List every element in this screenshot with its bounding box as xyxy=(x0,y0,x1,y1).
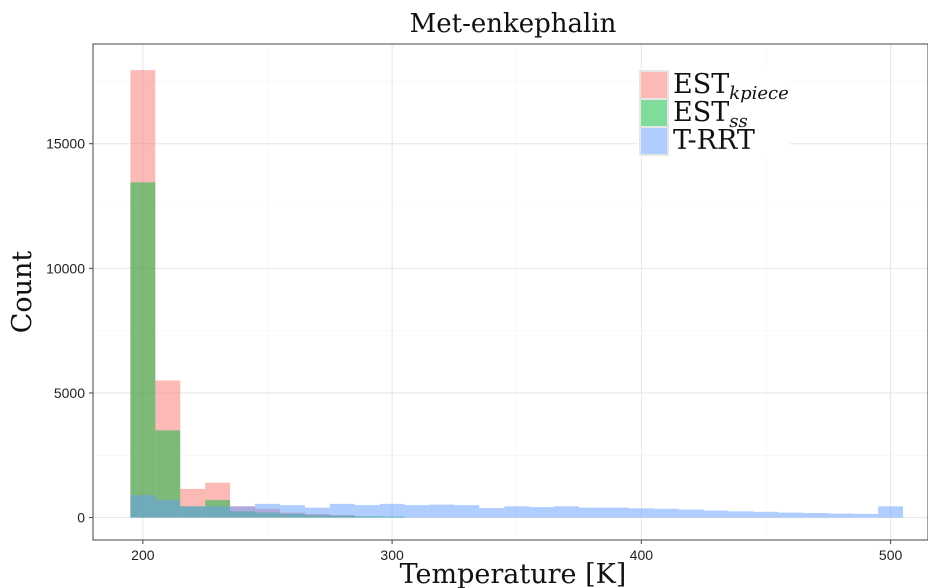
legend-label-subscript: kpiece xyxy=(729,83,789,104)
bar-series-2 xyxy=(653,508,679,518)
bar-series-2 xyxy=(279,505,305,518)
legend-key-swatch xyxy=(641,72,667,98)
bar-series-2 xyxy=(778,512,804,518)
bar-series-2 xyxy=(628,508,654,518)
x-tick-label: 200 xyxy=(131,547,155,563)
y-axis-title: Count xyxy=(7,251,38,334)
bar-series-2 xyxy=(230,506,256,518)
bar-series-2 xyxy=(354,505,380,518)
bar-series-2 xyxy=(130,495,156,518)
bar-series-2 xyxy=(155,500,181,518)
bar-series-2 xyxy=(579,507,604,518)
x-axis-title: Temperature [K] xyxy=(400,559,627,588)
bar-series-2 xyxy=(205,506,231,518)
bar-series-2 xyxy=(803,513,829,518)
bar-series-2 xyxy=(429,504,455,518)
chart-title: Met-enkephalin xyxy=(410,9,617,39)
bar-series-1 xyxy=(130,182,156,518)
bar-series-2 xyxy=(878,506,904,518)
bar-series-2 xyxy=(728,511,754,518)
x-tick-label: 500 xyxy=(879,547,903,563)
legend-label-subscript: ss xyxy=(729,111,747,132)
bar-series-2 xyxy=(479,508,505,518)
y-tick-label: 5000 xyxy=(54,385,85,401)
x-tick-label: 300 xyxy=(380,547,404,563)
y-tick-label: 0 xyxy=(77,510,85,526)
plot-border xyxy=(92,43,928,541)
y-tick-label: 15000 xyxy=(46,136,85,152)
bar-series-2 xyxy=(304,507,330,518)
legend-key-swatch xyxy=(641,100,667,126)
bar-series-2 xyxy=(329,503,355,518)
bar-series-2 xyxy=(554,506,580,518)
bar-series-2 xyxy=(180,506,206,518)
bar-series-2 xyxy=(678,509,704,518)
bar-series-2 xyxy=(703,510,729,518)
bar-series-2 xyxy=(828,513,854,518)
bar-series-2 xyxy=(404,505,430,518)
bar-series-2 xyxy=(529,507,555,518)
y-tick-label: 10000 xyxy=(46,260,85,276)
bar-series-2 xyxy=(255,503,280,518)
plot-panel xyxy=(93,44,928,540)
x-tick-label: 400 xyxy=(630,547,654,563)
bar-series-2 xyxy=(454,505,480,518)
legend-label: T-RRT xyxy=(673,125,755,156)
histogram-bars xyxy=(130,70,904,518)
bar-series-2 xyxy=(753,511,779,518)
bar-series-2 xyxy=(379,503,405,518)
legend-key-swatch xyxy=(641,128,667,154)
bar-series-2 xyxy=(603,507,629,518)
bar-series-2 xyxy=(853,513,879,518)
bar-series-2 xyxy=(504,506,530,518)
